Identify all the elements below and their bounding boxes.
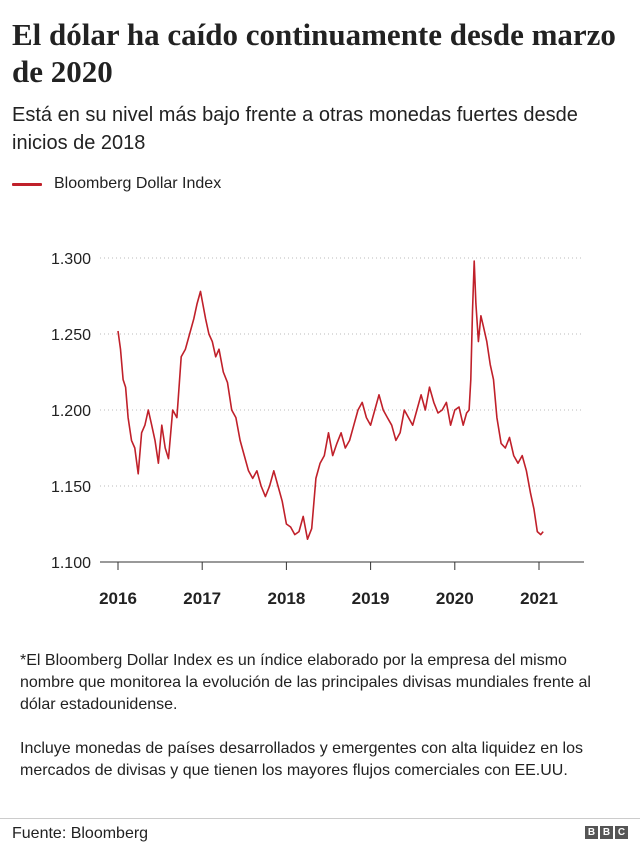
x-tick-label-2021: 2021 <box>520 589 558 608</box>
y-tick-label-1.150: 1.150 <box>51 479 91 496</box>
y-tick-label-1.200: 1.200 <box>51 403 91 420</box>
x-tick-label-2018: 2018 <box>267 589 305 608</box>
logo-letter-c: C <box>615 826 628 839</box>
x-tick-label-2020: 2020 <box>436 589 474 608</box>
logo-letter-b1: B <box>585 826 598 839</box>
x-tick-label-2017: 2017 <box>183 589 221 608</box>
legend: Bloomberg Dollar Index <box>12 172 221 196</box>
chart-subtitle: Está en su nivel más bajo frente a otras… <box>12 104 578 154</box>
y-tick-label-1.100: 1.100 <box>51 555 91 572</box>
legend-swatch <box>12 182 42 186</box>
chart-title: El dólar ha caído continuamente desde ma… <box>12 17 616 89</box>
footnote-composition: Incluye monedas de países desarrollados … <box>20 740 583 779</box>
line-chart: 1.100 1.150 1.200 1.250 1.300 2016 2017 2018 201… <box>51 251 584 608</box>
series-line-0 <box>117 260 544 541</box>
y-tick-label-1.300: 1.300 <box>51 251 91 268</box>
bbc-logo: B B C <box>585 826 628 839</box>
x-tick-label-2019: 2019 <box>352 589 390 608</box>
logo-letter-b2: B <box>600 826 613 839</box>
y-tick-label-1.250: 1.250 <box>51 327 91 344</box>
footnote-definition: *El Bloomberg Dollar Index es un índice … <box>20 652 591 713</box>
footer-divider <box>0 818 640 819</box>
source-text: Fuente: Bloomberg <box>12 825 149 842</box>
legend-label: Bloomberg Dollar Index <box>54 175 222 192</box>
x-tick-label-2016: 2016 <box>99 589 137 608</box>
